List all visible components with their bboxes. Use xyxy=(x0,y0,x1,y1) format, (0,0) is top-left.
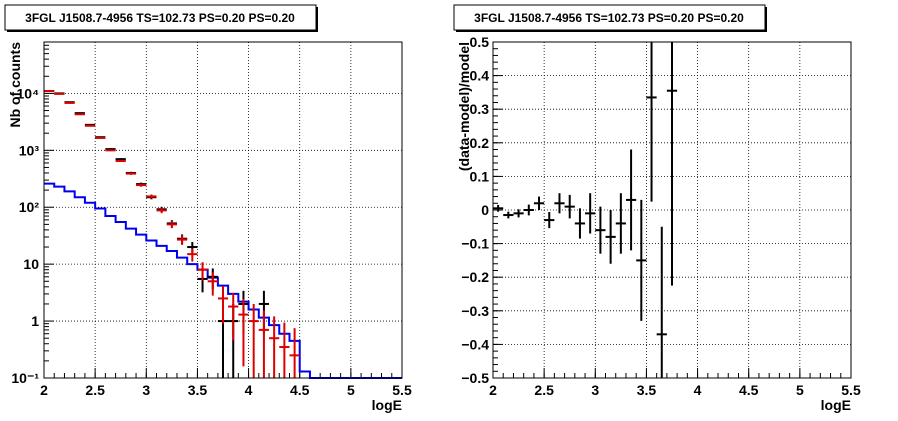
residual-point xyxy=(625,149,637,251)
left-axis-ticks xyxy=(43,44,403,379)
left-x-tick-label: 2 xyxy=(40,382,48,398)
right-y-tick-label: 0 xyxy=(481,202,489,218)
right-x-tick-labels: 2 2.5 3 3.5 4 4.5 5 5.5 xyxy=(489,382,861,398)
right-plot-frame xyxy=(492,41,852,379)
right-x-tick-label: 5.5 xyxy=(841,382,861,398)
left-y-tick-label: 10³ xyxy=(19,142,40,158)
red-point xyxy=(125,172,137,175)
right-x-tick-label: 3 xyxy=(591,382,599,398)
right-x-tick-label: 2 xyxy=(489,382,497,398)
left-x-tick-label: 4 xyxy=(245,382,253,398)
red-point xyxy=(115,159,126,162)
right-x-tick-label: 4 xyxy=(694,382,702,398)
left-x-tick-label: 5.5 xyxy=(392,382,412,398)
residual-point xyxy=(544,212,555,229)
residual-point xyxy=(493,204,504,212)
data-point xyxy=(115,158,126,161)
red-point xyxy=(146,194,157,199)
right-chart-title: 3FGL J1508.7-4956 TS=102.73 PS=0.20 PS=0… xyxy=(474,11,744,25)
residual-point xyxy=(513,209,524,218)
right-gridlines xyxy=(493,42,851,378)
right-y-tick-label: −0.4 xyxy=(461,336,489,352)
red-point xyxy=(187,248,198,262)
right-axis-ticks xyxy=(492,41,852,379)
left-chart-title: 3FGL J1508.7-4956 TS=102.73 PS=0.20 PS=0… xyxy=(25,11,295,25)
red-point xyxy=(217,286,229,324)
left-y-tick-label: 10² xyxy=(19,199,40,215)
residual-point xyxy=(666,42,678,286)
left-title-box: 3FGL J1508.7-4956 TS=102.73 PS=0.20 PS=0… xyxy=(4,4,318,32)
right-y-tick-label: −0.1 xyxy=(461,236,489,252)
right-title-box: 3FGL J1508.7-4956 TS=102.73 PS=0.20 PS=0… xyxy=(453,4,767,32)
red-point xyxy=(197,262,208,281)
right-x-tick-label: 3.5 xyxy=(637,382,657,398)
left-x-tick-label: 4.5 xyxy=(290,382,310,398)
right-y-tick-labels: −0.5 −0.4 −0.3 −0.2 −0.1 0 0.1 0.2 0.3 0.4 0.5 xyxy=(461,34,489,386)
right-y-tick-label: −0.3 xyxy=(461,303,489,319)
left-x-tick-label: 3.5 xyxy=(188,382,208,398)
residual-point xyxy=(615,193,626,254)
residual-point xyxy=(605,210,616,264)
left-x-tick-label: 2.5 xyxy=(85,382,105,398)
left-red-points xyxy=(44,90,300,378)
right-y-axis-title: (data-model)/model xyxy=(456,42,472,171)
right-x-tick-label: 4.5 xyxy=(739,382,759,398)
right-residual-points xyxy=(493,42,678,378)
left-y-axis-title: Nb of counts xyxy=(7,42,23,128)
right-y-tick-label: 0.2 xyxy=(470,135,490,151)
red-point xyxy=(258,310,270,378)
left-panel: 3FGL J1508.7-4956 TS=102.73 PS=0.20 PS=0… xyxy=(4,4,412,413)
residual-point xyxy=(646,42,657,202)
red-point xyxy=(74,113,85,116)
residual-point xyxy=(503,211,514,219)
red-point xyxy=(238,299,249,367)
red-point xyxy=(269,316,280,378)
red-point xyxy=(95,136,106,139)
red-point xyxy=(248,303,259,378)
red-point xyxy=(84,124,96,127)
left-y-tick-label: 10⁴ xyxy=(17,85,40,101)
residual-point xyxy=(564,194,575,219)
right-y-tick-label: 0.4 xyxy=(470,68,490,84)
residual-point xyxy=(585,193,596,234)
red-point xyxy=(156,207,167,214)
left-data-points xyxy=(44,90,270,378)
red-point xyxy=(166,221,177,229)
right-x-axis-title: logE xyxy=(821,397,851,413)
right-y-tick-label: 0.3 xyxy=(470,101,490,117)
residual-point xyxy=(533,196,545,210)
left-y-tick-labels: 10⁻¹ 1 10 10² 10³ 10⁴ xyxy=(11,85,39,386)
left-plot-frame xyxy=(43,41,403,379)
residual-point xyxy=(595,206,606,254)
left-y-tick-label: 10 xyxy=(23,256,39,272)
red-point xyxy=(136,183,147,187)
residual-point xyxy=(636,199,647,321)
red-point xyxy=(105,149,116,152)
right-x-tick-label: 5 xyxy=(796,382,804,398)
left-x-tick-labels: 2 2.5 3 3.5 4 4.5 5 5.5 xyxy=(40,382,412,398)
red-point xyxy=(64,101,75,104)
right-y-tick-label: 0.1 xyxy=(470,168,490,184)
red-point xyxy=(289,328,300,378)
residual-point xyxy=(523,204,534,216)
right-x-tick-label: 2.5 xyxy=(534,382,554,398)
red-point xyxy=(207,272,218,296)
right-panel: 3FGL J1508.7-4956 TS=102.73 PS=0.20 PS=0… xyxy=(453,4,861,413)
left-y-tick-label: 10⁻¹ xyxy=(11,370,39,386)
red-point xyxy=(176,235,188,245)
right-y-tick-label: 0.5 xyxy=(470,34,490,50)
left-x-tick-label: 5 xyxy=(347,382,355,398)
right-y-tick-label: −0.5 xyxy=(461,370,489,386)
left-x-tick-label: 3 xyxy=(142,382,150,398)
residual-point xyxy=(554,193,565,214)
left-y-tick-label: 1 xyxy=(31,313,39,329)
residual-point xyxy=(656,226,667,378)
residual-point xyxy=(574,208,586,239)
right-y-tick-label: −0.2 xyxy=(461,269,489,285)
left-x-axis-title: logE xyxy=(372,397,402,413)
red-point xyxy=(279,322,290,378)
red-point xyxy=(228,292,239,341)
